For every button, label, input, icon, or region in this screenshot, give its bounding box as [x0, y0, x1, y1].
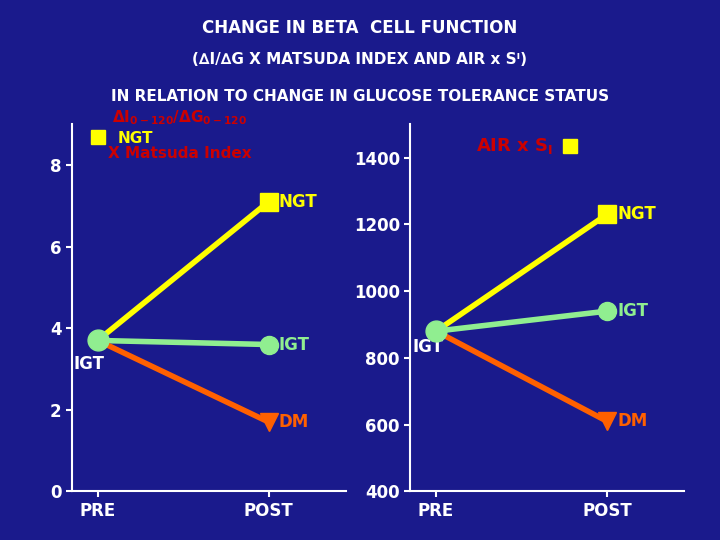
Text: DM: DM — [279, 413, 309, 431]
Text: NGT: NGT — [279, 193, 318, 211]
Text: IGT: IGT — [412, 338, 443, 356]
Text: (∆I/∆G X MATSUDA INDEX AND AIR x Sᴵ): (∆I/∆G X MATSUDA INDEX AND AIR x Sᴵ) — [192, 52, 528, 67]
Text: $\mathbf{\Delta}$$\mathbf{I_{0-120}}$$\mathbf{/\Delta}$$\mathbf{G_{0-120}}$: $\mathbf{\Delta}$$\mathbf{I_{0-120}}$$\m… — [112, 108, 248, 126]
Text: IGT: IGT — [617, 302, 648, 320]
Text: IGT: IGT — [279, 335, 310, 354]
Text: AIR x S$_\mathbf{I}$: AIR x S$_\mathbf{I}$ — [476, 136, 554, 156]
Text: DM: DM — [617, 413, 647, 430]
Text: NGT: NGT — [617, 205, 656, 224]
Text: X Matsuda Index: X Matsuda Index — [108, 146, 252, 161]
Text: IGT: IGT — [73, 355, 104, 373]
Text: CHANGE IN BETA  CELL FUNCTION: CHANGE IN BETA CELL FUNCTION — [202, 19, 518, 37]
Text: NGT: NGT — [118, 131, 153, 146]
Text: IN RELATION TO CHANGE IN GLUCOSE TOLERANCE STATUS: IN RELATION TO CHANGE IN GLUCOSE TOLERAN… — [111, 89, 609, 104]
